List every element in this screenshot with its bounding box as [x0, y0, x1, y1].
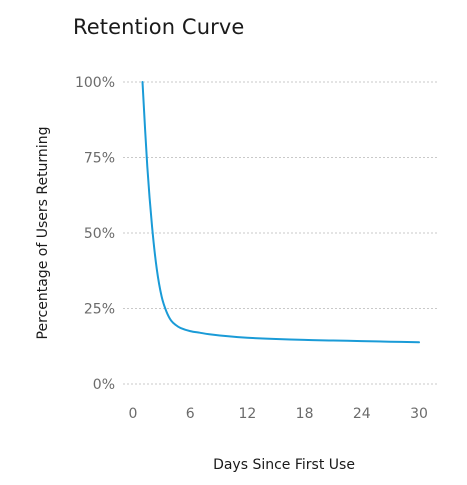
series-group — [141, 81, 420, 344]
x-tick-label-30: 30 — [410, 406, 428, 422]
x-tick-label-18: 18 — [296, 406, 314, 422]
y-tick-label-75: 75% — [84, 151, 115, 167]
x-tick-label-0: 0 — [129, 406, 138, 422]
chart-title: Retention Curve — [73, 15, 245, 39]
x-tick-label-24: 24 — [353, 406, 371, 422]
x-axis-ticks: 0 6 12 18 24 30 — [129, 406, 428, 422]
series-line-0 — [141, 81, 420, 344]
y-tick-label-0: 0% — [93, 377, 115, 393]
gridlines — [123, 81, 437, 385]
x-axis-label: Days Since First Use — [213, 457, 355, 473]
x-tick-label-6: 6 — [186, 406, 195, 422]
y-tick-label-100: 100% — [75, 75, 115, 91]
y-axis-label: Percentage of Users Returning — [35, 127, 51, 340]
x-tick-label-12: 12 — [238, 406, 256, 422]
y-tick-label-50: 50% — [84, 226, 115, 242]
y-tick-label-25: 25% — [84, 302, 115, 318]
y-axis-ticks: 0% 25% 50% 75% 100% — [75, 75, 115, 393]
